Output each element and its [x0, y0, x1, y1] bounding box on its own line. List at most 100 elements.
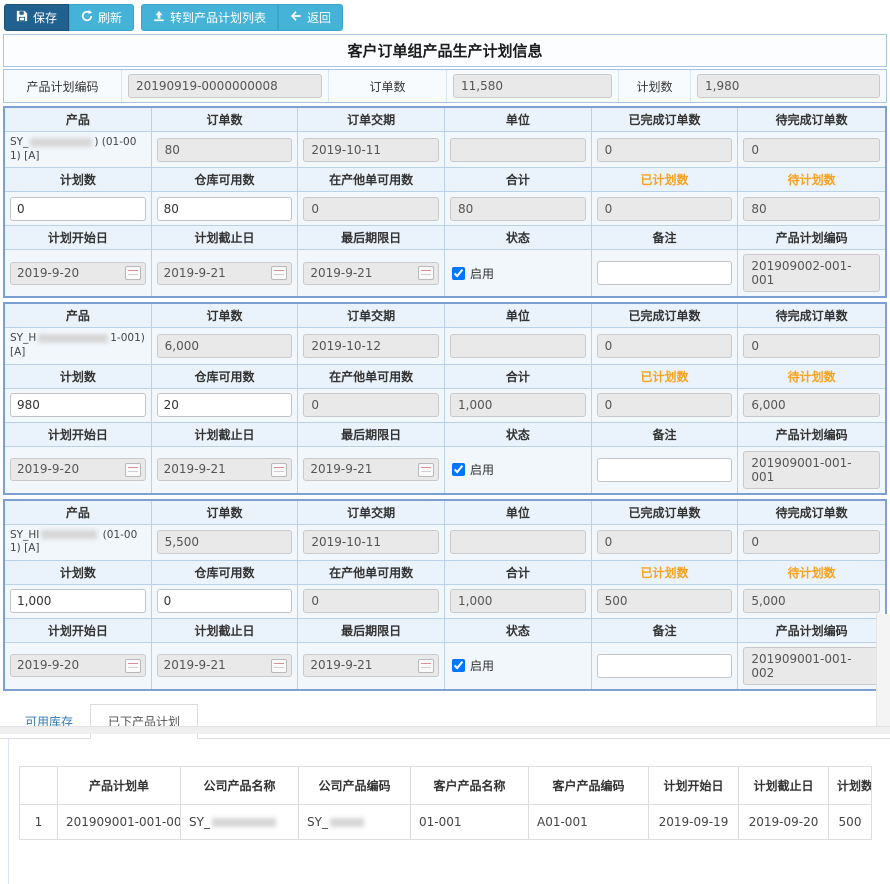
plan-qty-input[interactable] — [10, 393, 146, 418]
calendar-icon[interactable] — [271, 658, 288, 673]
warehouse-available-header: 仓库可用数 — [151, 560, 299, 585]
save-icon — [16, 10, 28, 25]
total-value: 80 — [450, 196, 586, 221]
order-due-value: 2019-10-12 — [303, 333, 439, 358]
customer-product-code-cell: A01-001 — [528, 803, 649, 840]
deadline-header: 最后期限日 — [298, 618, 445, 643]
plan-end-header: 计划截止日 — [151, 422, 299, 447]
calendar-icon[interactable] — [418, 658, 434, 673]
deadline-header: 最后期限日 — [298, 422, 445, 447]
goto-plan-list-button[interactable]: 转到产品计划列表 — [141, 4, 279, 31]
table-row[interactable]: 1 201909001-001-001 SY_ SY_ 01-001 A01-0… — [19, 803, 872, 840]
product-plan-block-3: 产品 订单数 订单交期 单位 已完成订单数 待完成订单数 SY_HI (01-0… — [3, 498, 887, 691]
other-order-available-value: 0 — [303, 393, 439, 418]
remark-input[interactable] — [596, 261, 733, 286]
completed-order-qty-value: 0 — [596, 137, 733, 162]
other-order-available-value: 0 — [303, 196, 439, 221]
plan-start-date-picker[interactable]: 2019-9-20 — [10, 261, 146, 285]
other-order-available-header: 在产他单可用数 — [298, 168, 445, 193]
order-qty-value: 5,500 — [156, 530, 293, 555]
plan-start-header: 计划开始日 — [5, 422, 152, 447]
order-due-header: 订单交期 — [298, 304, 445, 329]
plan-start-date-picker[interactable]: 2019-9-20 — [10, 458, 146, 482]
enabled-label: 启用 — [470, 266, 495, 281]
enabled-checkbox[interactable] — [452, 659, 465, 673]
calendar-icon[interactable] — [418, 462, 434, 477]
back-arrow-icon — [290, 10, 302, 25]
completed-order-qty-value: 0 — [596, 530, 733, 555]
enabled-checkbox[interactable] — [452, 463, 465, 477]
pending-order-qty-value: 0 — [743, 333, 880, 358]
toolbar-group-2: 转到产品计划列表 返回 — [141, 4, 344, 31]
unit-header: 单位 — [445, 500, 592, 525]
pending-order-qty-header: 待完成订单数 — [738, 304, 885, 329]
toolbar: 保存 刷新 转到产品计划列表 返回 — [0, 0, 890, 34]
to-plan-qty-header: 待计划数 — [738, 560, 885, 585]
redacted-text — [41, 530, 98, 540]
plan-end-date-picker[interactable]: 2019-9-21 — [156, 654, 293, 678]
calendar-icon[interactable] — [124, 462, 141, 477]
plan-end-date-picker[interactable]: 2019-9-21 — [156, 458, 293, 482]
warehouse-available-input[interactable] — [156, 196, 293, 221]
unit-value — [450, 137, 586, 162]
order-qty-value: 6,000 — [156, 333, 293, 358]
remark-input[interactable] — [596, 457, 733, 482]
plan-code-header: 产品计划编码 — [738, 618, 885, 643]
order-qty-header: 订单数 — [151, 108, 299, 132]
back-button[interactable]: 返回 — [278, 4, 344, 31]
enabled-label: 启用 — [470, 463, 495, 478]
pending-order-qty-header: 待完成订单数 — [738, 108, 885, 132]
plan-end-date-picker[interactable]: 2019-9-21 — [156, 261, 293, 285]
calendar-icon[interactable] — [418, 266, 434, 281]
plan-order-header: 产品计划单 — [57, 765, 181, 805]
plan-qty-input[interactable] — [10, 196, 146, 221]
plan-end-header: 计划截止日 — [738, 765, 829, 805]
deadline-header: 最后期限日 — [298, 226, 445, 251]
vertical-scrollbar[interactable] — [876, 614, 890, 727]
plan-qty-header: 计划数 — [828, 765, 872, 805]
save-button[interactable]: 保存 — [4, 4, 70, 31]
total-value: 1,000 — [450, 393, 586, 418]
product-header: 产品 — [5, 108, 152, 132]
row-number-cell: 1 — [19, 803, 58, 840]
calendar-icon[interactable] — [124, 266, 141, 281]
customer-product-code-header: 客户产品编码 — [528, 765, 649, 805]
plan-qty-input[interactable] — [10, 589, 146, 614]
goto-plan-list-label: 转到产品计划列表 — [170, 10, 267, 25]
upload-icon — [153, 10, 165, 25]
tab-available-stock[interactable]: 可用库存 — [25, 714, 74, 729]
total-header: 合计 — [445, 560, 592, 585]
order-due-header: 订单交期 — [298, 500, 445, 525]
calendar-icon[interactable] — [271, 462, 288, 477]
plan-start-cell: 2019-09-19 — [648, 803, 739, 840]
to-plan-qty-value: 80 — [743, 196, 880, 221]
issued-plans-panel: 产品计划单 公司产品名称 公司产品编码 客户产品名称 客户产品编码 计划开始日 … — [8, 738, 890, 884]
summary-order-qty-label: 订单数 — [329, 70, 447, 102]
redacted-text — [38, 333, 109, 343]
deadline-date-picker[interactable]: 2019-9-21 — [303, 261, 439, 285]
planned-qty-header: 已计划数 — [591, 364, 739, 389]
deadline-date-picker[interactable]: 2019-9-21 — [303, 458, 439, 482]
summary-row: 产品计划编码 20190919-0000000008 订单数 11,580 计划… — [3, 69, 887, 103]
enabled-checkbox[interactable] — [452, 266, 465, 280]
deadline-date-picker[interactable]: 2019-9-21 — [303, 654, 439, 678]
order-due-header: 订单交期 — [298, 108, 445, 132]
plan-start-date-picker[interactable]: 2019-9-20 — [10, 654, 146, 678]
customer-product-name-cell: 01-001 — [410, 803, 529, 840]
calendar-icon[interactable] — [271, 266, 288, 281]
warehouse-available-input[interactable] — [156, 589, 293, 614]
remark-header: 备注 — [591, 422, 739, 447]
product-name: SY_) (01-001) [A] — [10, 136, 137, 162]
plan-code-value: 201909001-001-001 — [743, 450, 880, 489]
plan-code-value: 201909001-001-002 — [743, 646, 880, 685]
customer-product-name-header: 客户产品名称 — [410, 765, 529, 805]
remark-input[interactable] — [596, 653, 733, 678]
total-value: 1,000 — [450, 589, 586, 614]
summary-order-qty-value: 11,580 — [453, 74, 612, 98]
company-product-code-cell: SY_ — [298, 803, 411, 840]
calendar-icon[interactable] — [124, 658, 141, 673]
refresh-button[interactable]: 刷新 — [69, 4, 135, 31]
horizontal-scrollbar[interactable] — [0, 726, 890, 734]
redacted-text — [30, 137, 93, 147]
warehouse-available-input[interactable] — [156, 393, 293, 418]
